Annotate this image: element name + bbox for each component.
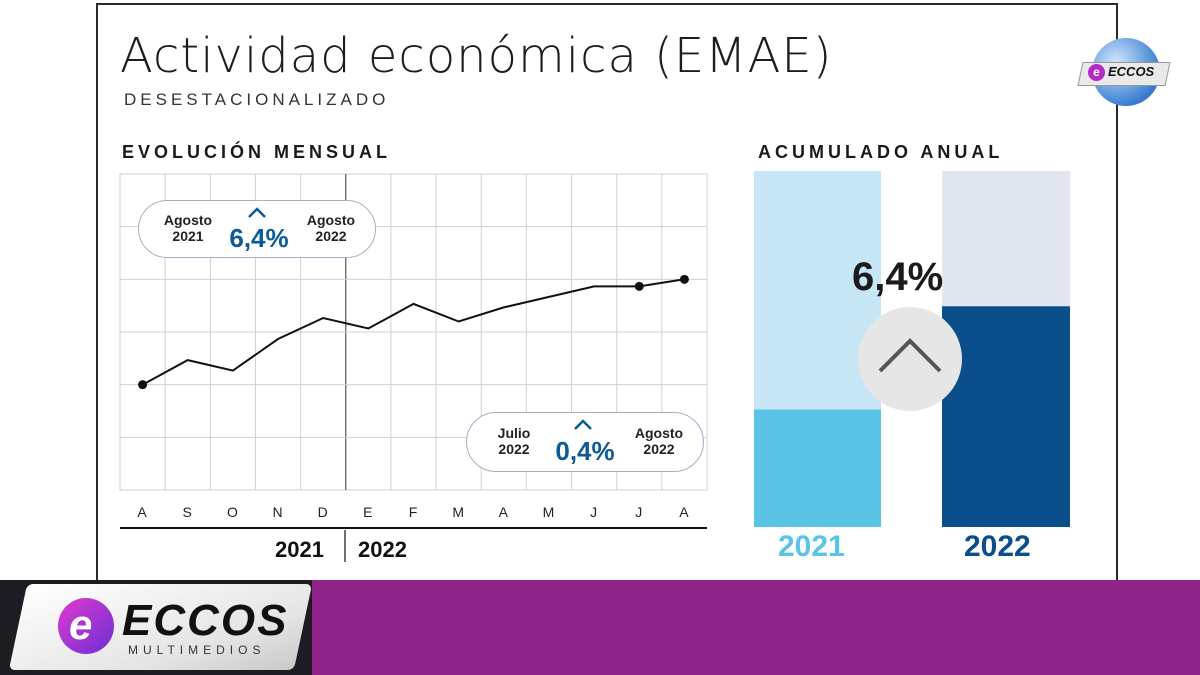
- growth-circle: [858, 307, 962, 411]
- x-tick-label: N: [272, 504, 283, 520]
- bar: [942, 306, 1070, 527]
- annotation-to-label: Agosto 2022: [634, 425, 684, 457]
- year-label-2021: 2021: [275, 537, 324, 562]
- annotation-pill-annual: Agosto 2021 6,4% Agosto 2022: [138, 200, 376, 258]
- badge-text: ECCOS: [1108, 64, 1155, 79]
- annotation-value: 6,4%: [229, 223, 289, 253]
- section-title-monthly: EVOLUCIÓN MENSUAL: [122, 142, 392, 162]
- page-subtitle: DESESTACIONALIZADO: [124, 90, 390, 109]
- bar-label-2021: 2021: [778, 530, 845, 563]
- chevron-up-icon: [878, 338, 942, 373]
- annotation-pill-monthly: Julio 2022 0,4% Agosto 2022: [466, 412, 704, 472]
- logo-e-icon: e: [58, 598, 114, 654]
- series-line: [142, 278, 685, 386]
- annotation-to-label: Agosto 2022: [306, 212, 356, 244]
- data-point: [138, 380, 148, 390]
- data-point: [679, 274, 689, 284]
- x-tick-label: A: [137, 504, 147, 520]
- caret-up-icon: [248, 207, 266, 218]
- x-tick-label: D: [318, 504, 329, 520]
- data-point: [634, 281, 644, 291]
- x-tick-label: M: [452, 504, 465, 520]
- logo-subtext: MULTIMEDIOS: [128, 643, 266, 657]
- x-tick-label: F: [409, 504, 419, 520]
- year-label-2022: 2022: [358, 537, 407, 562]
- x-tick-label: E: [363, 504, 373, 520]
- caret-up-icon: [574, 419, 592, 430]
- cumulative-value: 6,4%: [852, 255, 944, 299]
- bar: [754, 409, 881, 527]
- x-tick-label: S: [183, 504, 193, 520]
- x-tick-label: M: [543, 504, 556, 520]
- x-tick-label: J: [590, 504, 598, 520]
- annotation-value: 0,4%: [555, 436, 615, 466]
- section-title-annual: ACUMULADO ANUAL: [758, 142, 1004, 162]
- corner-badge: e ECCOS: [1077, 38, 1171, 108]
- x-tick-label: A: [679, 504, 689, 520]
- bar-label-2022: 2022: [964, 530, 1031, 563]
- x-tick-label: A: [499, 504, 509, 520]
- annotation-from-label: Agosto 2021: [163, 212, 213, 244]
- x-tick-label: O: [227, 504, 239, 520]
- x-tick-label: J: [635, 504, 643, 520]
- annotation-from-label: Julio 2022: [497, 425, 531, 457]
- badge-letter: e: [1088, 64, 1105, 81]
- logo-text: ECCOS: [122, 596, 289, 645]
- footer-logo: [0, 580, 312, 675]
- page-title: Actividad económica (EMAE): [120, 28, 833, 84]
